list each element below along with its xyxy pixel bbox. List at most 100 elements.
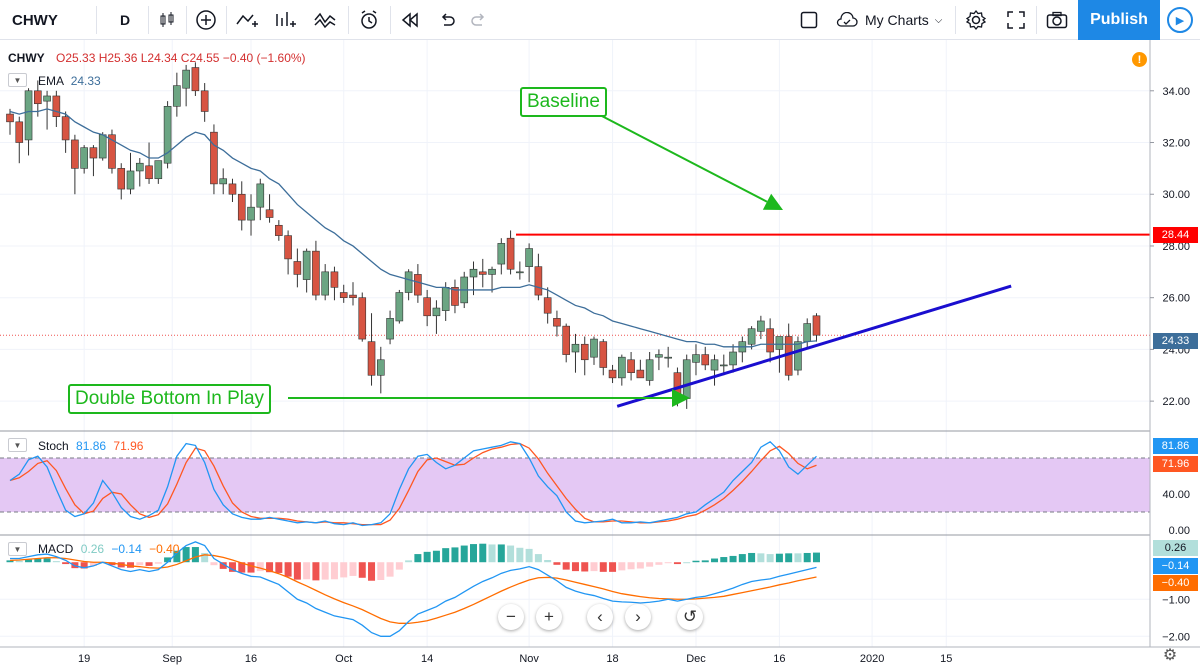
pane-dividers xyxy=(0,430,1200,536)
macd-hist-bar xyxy=(664,562,672,564)
macd-hist-bar xyxy=(321,562,329,580)
zoom-in-button[interactable]: + xyxy=(536,604,562,630)
macd-hist-bar xyxy=(470,544,477,563)
toolbar-divider xyxy=(348,6,349,34)
toolbar-divider xyxy=(955,6,956,34)
macd-hist-bar xyxy=(303,562,311,580)
candle-body xyxy=(339,292,348,298)
macd-hist-bar xyxy=(191,547,199,563)
price-pane xyxy=(0,62,1150,409)
my-charts-button[interactable]: My Charts ⌵ xyxy=(835,0,950,40)
bars-icon[interactable] xyxy=(268,0,302,40)
macd-hist-bar xyxy=(636,562,644,569)
candle-body xyxy=(367,341,376,376)
macd-hist-bar xyxy=(803,552,811,563)
macd-hist-bar xyxy=(711,558,719,563)
candle-body xyxy=(599,341,608,368)
time-tick-label: Sep xyxy=(162,653,182,665)
macd-hist-bar xyxy=(525,548,533,563)
macd-collapse-button[interactable]: ▼ xyxy=(8,542,27,556)
settings-icon[interactable] xyxy=(960,0,992,40)
macd-hist-bar xyxy=(692,560,700,563)
macd-hist-bar xyxy=(228,562,236,572)
cloud-icon xyxy=(836,12,858,27)
arrow-head xyxy=(672,389,690,407)
macd-hist-price-tag: 0.26 xyxy=(1153,540,1198,556)
chart-canvas[interactable]: 34.0032.0030.0028.0026.0024.0022.0040.00… xyxy=(0,40,1200,667)
macd-hist-bar xyxy=(414,554,422,563)
toolbar-divider xyxy=(226,6,227,34)
candle-body xyxy=(571,343,580,353)
stoch-label: Stoch xyxy=(38,439,69,453)
macd-hist-bar xyxy=(173,550,181,563)
indicators-icon[interactable] xyxy=(308,0,344,40)
stoch-d-line xyxy=(9,442,817,526)
scroll-left-button[interactable]: ‹ xyxy=(587,604,613,630)
candle-body xyxy=(423,297,431,317)
price-tick-label: 28.00 xyxy=(1162,241,1190,253)
macd-hist-bar xyxy=(377,562,385,580)
axis-settings-icon[interactable]: ⚙ xyxy=(1162,647,1178,664)
macd-hist-bar xyxy=(562,562,570,570)
candle-body xyxy=(265,209,274,218)
compare-icon[interactable] xyxy=(230,0,264,40)
interval-button[interactable]: D xyxy=(119,12,131,28)
legend-collapse-button[interactable]: ▼ xyxy=(8,73,27,87)
candle-body xyxy=(191,67,200,92)
replay-icon[interactable] xyxy=(394,0,426,40)
warning-icon[interactable]: ! xyxy=(1132,52,1147,67)
macd-hist-bar xyxy=(673,562,681,565)
candle-body xyxy=(200,90,209,112)
reset-chart-button[interactable]: ↺ xyxy=(677,604,703,630)
candle-body xyxy=(719,364,728,367)
macd-hist-bar xyxy=(534,554,542,563)
publish-button[interactable]: Publish xyxy=(1078,0,1160,40)
resistance-price-tag: 28.44 xyxy=(1153,227,1198,243)
candle-body xyxy=(284,235,292,260)
time-axis[interactable]: 19 Sep 16 Oct 14 Nov 18 Dec 16 2020 15 xyxy=(0,646,1200,665)
macd-hist-bar xyxy=(52,561,60,563)
macd-hist-bar xyxy=(34,558,42,563)
time-tick-label: Dec xyxy=(686,653,706,665)
zoom-out-button[interactable]: − xyxy=(498,604,524,630)
candle-body xyxy=(812,315,821,336)
macd-hist-bar xyxy=(368,562,376,581)
stoch-collapse-button[interactable]: ▼ xyxy=(8,438,27,452)
add-indicator-icon[interactable] xyxy=(190,0,222,40)
candle-body xyxy=(803,323,812,342)
baseline-annotation[interactable]: Baseline xyxy=(520,87,607,117)
candle-body xyxy=(414,274,422,296)
candle-body xyxy=(247,206,255,221)
candle-body xyxy=(627,359,635,373)
macd-hist-bar xyxy=(210,562,218,566)
macd-hist-bar xyxy=(766,554,774,563)
stoch-k-line xyxy=(9,440,817,527)
candles-icon[interactable] xyxy=(152,0,182,40)
scroll-right-button[interactable]: › xyxy=(625,604,651,630)
camera-icon[interactable] xyxy=(1040,0,1074,40)
macd-hist-bar xyxy=(599,562,607,572)
alert-icon[interactable] xyxy=(352,0,386,40)
macd-hist-bar xyxy=(284,562,292,577)
redo-icon[interactable] xyxy=(464,0,494,40)
candle-body xyxy=(376,359,385,376)
macd-signal-value: −0.40 xyxy=(149,542,180,556)
macd-hist-bar xyxy=(516,547,524,563)
ema-legend: EMA 24.33 xyxy=(38,74,101,88)
double-bottom-annotation[interactable]: Double Bottom In Play xyxy=(68,384,272,414)
macd-hist-bar xyxy=(43,558,51,563)
play-icon[interactable]: ▶ xyxy=(1160,0,1200,40)
fullscreen-icon[interactable] xyxy=(1000,0,1032,40)
symbol-search[interactable]: CHWY xyxy=(12,11,58,29)
macd-line xyxy=(10,541,817,637)
macd-hist-bar xyxy=(812,552,820,563)
candle-body xyxy=(6,113,14,123)
candle-body xyxy=(330,271,339,288)
drawings[interactable] xyxy=(288,113,1150,408)
macd-signal-line xyxy=(9,554,817,624)
layout-icon[interactable] xyxy=(794,0,824,40)
stoch-k-price-tag: 81.86 xyxy=(1153,438,1198,454)
undo-icon[interactable] xyxy=(432,0,462,40)
macd-hist-bar xyxy=(182,547,190,563)
